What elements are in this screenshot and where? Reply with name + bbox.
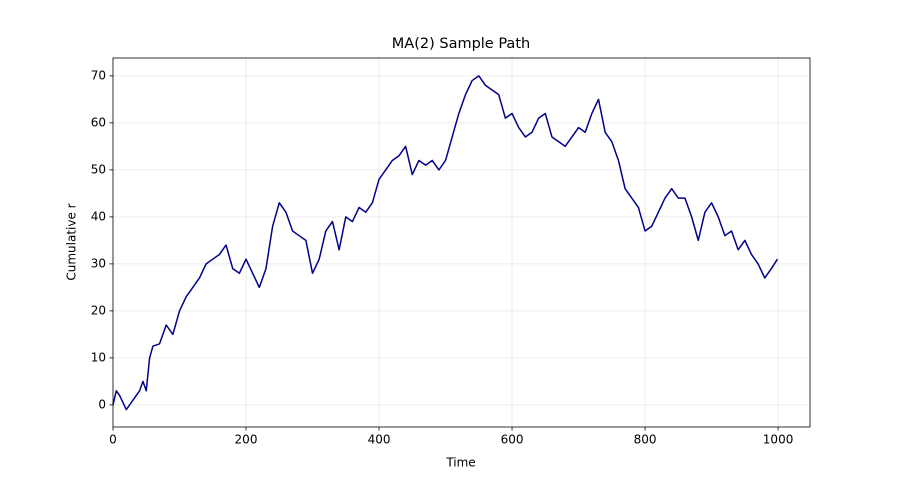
y-tick-label: 60 bbox=[91, 115, 106, 129]
y-axis-label: Cumulative r bbox=[65, 203, 79, 280]
x-tick-label: 600 bbox=[501, 433, 524, 447]
y-tick-label: 20 bbox=[91, 303, 106, 317]
y-tick-label: 10 bbox=[91, 350, 106, 364]
x-tick-label: 400 bbox=[368, 433, 391, 447]
x-tick-label: 200 bbox=[235, 433, 258, 447]
plot-frame bbox=[112, 57, 811, 428]
series-line bbox=[112, 75, 779, 411]
y-tick-label: 50 bbox=[91, 162, 106, 176]
x-tick-label: 1000 bbox=[763, 433, 794, 447]
y-tick-label: 0 bbox=[98, 397, 106, 411]
y-tick-label: 70 bbox=[91, 68, 106, 82]
x-tick-label: 0 bbox=[109, 433, 117, 447]
x-axis-label: Time bbox=[445, 456, 475, 470]
x-tick-label: 800 bbox=[634, 433, 657, 447]
chart-title: MA(2) Sample Path bbox=[392, 36, 530, 52]
y-tick-label: 30 bbox=[91, 256, 106, 270]
y-tick-label: 40 bbox=[91, 209, 106, 223]
